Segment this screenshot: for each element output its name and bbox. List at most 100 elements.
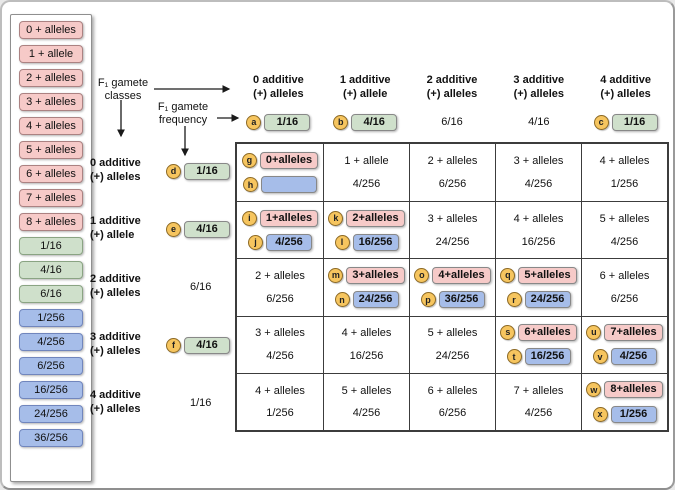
frequency-slot-b: b 4/16: [322, 109, 409, 135]
letter-badge: u: [586, 324, 602, 340]
bank-chip-4-256[interactable]: 4/256: [19, 333, 83, 351]
frequency-text: 4/256: [352, 407, 381, 420]
bank-chip-1-16[interactable]: 1/16: [19, 237, 83, 255]
phenotype-chip[interactable]: 3+alleles: [346, 266, 405, 284]
phenotype-text: 4 + alleles: [513, 212, 564, 225]
frequency-slot-a: a 1/16: [235, 109, 322, 135]
bank-chip-7-alleles[interactable]: 7 + alleles: [19, 189, 83, 207]
letter-badge: t: [506, 349, 522, 365]
bank-chip-1-allele[interactable]: 1 + allele: [19, 45, 83, 63]
frequency-chip[interactable]: 1/16: [264, 113, 311, 131]
cell-3-0: 3 + alleles 4/256: [237, 315, 323, 373]
letter-badge: k: [328, 210, 344, 226]
phenotype-text: 1 + allele: [344, 155, 389, 168]
frequency-text: 4/256: [266, 350, 294, 363]
phenotype-text: 3 + alleles: [427, 212, 478, 225]
cell-3-1: 4 + alleles 16/256: [323, 315, 409, 373]
bank-chip-6-alleles[interactable]: 6 + alleles: [19, 165, 83, 183]
frequency-chip[interactable]: 1/16: [611, 113, 658, 131]
phenotype-chip[interactable]: 1+alleles: [259, 209, 319, 227]
cell-2-1: m 3+alleles n 24/256: [323, 258, 409, 316]
letter-badge: g: [241, 152, 257, 168]
frequency-text: 6/16: [441, 116, 463, 128]
cell-2-2: o 4+alleles p 36/256: [409, 258, 495, 316]
bank-chip-16-256[interactable]: 16/256: [19, 381, 83, 399]
frequency-chip[interactable]: 4/256: [610, 348, 657, 366]
cell-1-0: i 1+alleles j 4/256: [237, 201, 323, 258]
cell-0-0: g 0+alleles h: [237, 144, 323, 201]
frequency-chip[interactable]: 16/256: [352, 233, 399, 251]
frequency-chip[interactable]: 1/256: [610, 405, 657, 423]
phenotype-chip[interactable]: 0+alleles: [259, 151, 319, 169]
letter-badge: x: [592, 406, 608, 422]
cell-4-1: 5 + alleles 4/256: [323, 372, 409, 430]
bank-chip-4-16[interactable]: 4/16: [19, 261, 83, 279]
bank-chip-8-alleles[interactable]: 8 + alleles: [19, 213, 83, 231]
phenotype-text: 2 + alleles: [427, 155, 478, 168]
frequency-text: 1/256: [266, 407, 294, 420]
row-header-1: 1 additive (+) allele e 4/16: [90, 200, 235, 258]
bank-chip-6-256[interactable]: 6/256: [19, 357, 83, 375]
frequency-chip[interactable]: 24/256: [524, 291, 571, 309]
frequency-chip[interactable]: 1/16: [184, 162, 230, 180]
phenotype-text: 4 + alleles: [341, 327, 392, 340]
column-header-3: 3 additive (+) alleles: [513, 74, 565, 100]
bank-chip-24-256[interactable]: 24/256: [19, 405, 83, 423]
cell-0-2: 2 + alleles 6/256: [409, 144, 495, 202]
frequency-chip[interactable]: 4/256: [266, 233, 312, 251]
cell-2-3: q 5+alleles r 24/256: [495, 258, 581, 316]
letter-badge: f: [166, 337, 181, 353]
phenotype-text: 6 + alleles: [427, 384, 478, 397]
letter-badge: i: [241, 210, 257, 226]
frequency-chip[interactable]: 24/256: [352, 291, 399, 309]
bank-chip-4-alleles[interactable]: 4 + alleles: [19, 117, 83, 135]
phenotype-text: 3 + alleles: [513, 155, 564, 168]
cell-0-4: 4 + alleles 1/256: [581, 144, 667, 202]
frequency-chip[interactable]: 36/256: [438, 291, 485, 309]
frequency-text: 6/256: [610, 292, 639, 305]
cell-4-2: 6 + alleles 6/256: [409, 372, 495, 430]
bank-chip-36-256[interactable]: 36/256: [19, 429, 83, 447]
letter-badge: p: [420, 292, 436, 308]
phenotype-chip[interactable]: 6+alleles: [518, 323, 577, 341]
frequency-text: 1/16: [190, 397, 212, 409]
frequency-text: 24/256: [435, 235, 470, 248]
frequency-chip[interactable]: 4/16: [351, 113, 398, 131]
bank-chip-2-alleles[interactable]: 2 + alleles: [19, 69, 83, 87]
letter-badge: w: [586, 382, 602, 398]
frequency-text: 24/256: [435, 350, 470, 363]
row-header-4: 4 additive (+) alleles 1/16: [90, 389, 212, 415]
frequency-chip[interactable]: 4/16: [184, 336, 230, 354]
bank-chip-3-alleles[interactable]: 3 + alleles: [19, 93, 83, 111]
frequency-text: 6/256: [438, 178, 467, 191]
bank-chip-6-16[interactable]: 6/16: [19, 285, 83, 303]
gamete-frequency-row: a 1/16 b 4/16 6/16 4/16 c 1/16: [235, 109, 669, 135]
frequency-chip-empty[interactable]: [261, 176, 317, 194]
cell-1-4: 5 + alleles 4/256: [581, 201, 667, 259]
frequency-text: 4/16: [528, 116, 550, 128]
frequency-text: 16/256: [349, 350, 384, 363]
bank-chip-5-alleles[interactable]: 5 + alleles: [19, 141, 83, 159]
phenotype-chip[interactable]: 7+alleles: [604, 323, 663, 341]
cell-0-3: 3 + alleles 4/256: [495, 144, 581, 202]
letter-badge: n: [334, 292, 350, 308]
gamete-frequency-label: F₁ gamete frequency: [152, 101, 214, 126]
bank-chip-0-alleles[interactable]: 0 + alleles: [19, 21, 83, 39]
phenotype-chip[interactable]: 8+alleles: [604, 381, 663, 399]
phenotype-text: 2 + alleles: [255, 270, 305, 283]
letter-badge: d: [166, 163, 181, 179]
phenotype-chip[interactable]: 2+alleles: [346, 209, 405, 227]
bank-chip-1-256[interactable]: 1/256: [19, 309, 83, 327]
frequency-chip[interactable]: 16/256: [524, 348, 571, 366]
column-header-0: 0 additive (+) alleles: [253, 74, 304, 100]
gamete-classes-line1: F₁ gamete: [97, 77, 149, 89]
gamete-classes-line2: classes: [104, 89, 142, 102]
phenotype-chip[interactable]: 4+alleles: [432, 266, 491, 284]
phenotype-text: 7 + alleles: [513, 384, 564, 397]
letter-badge: o: [414, 267, 430, 283]
phenotype-chip[interactable]: 5+alleles: [518, 266, 577, 284]
phenotype-text: 4 + alleles: [255, 384, 305, 397]
frequency-chip[interactable]: 4/16: [184, 220, 230, 238]
letter-badge: h: [243, 177, 258, 193]
